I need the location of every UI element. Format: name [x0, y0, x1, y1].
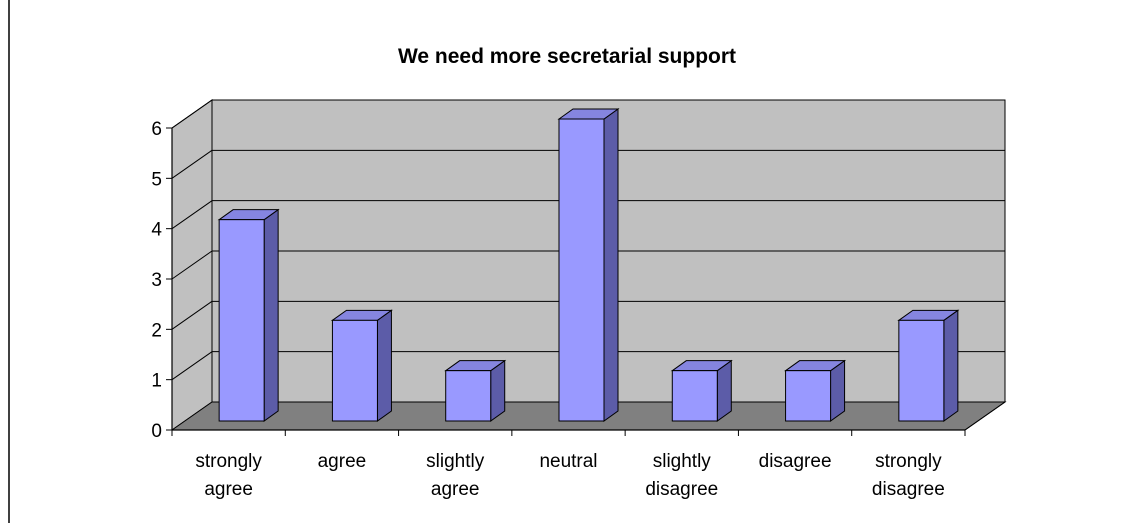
category-label-line: agree — [318, 451, 367, 472]
bar-1 — [330, 309, 393, 422]
bar-front — [898, 319, 945, 422]
bar-3 — [557, 108, 620, 422]
chart-title: We need more secretarial support — [398, 45, 736, 68]
y-tick-label: 4 — [151, 220, 162, 241]
gridline-side — [171, 250, 213, 280]
gridline-side — [171, 351, 213, 381]
bar-0 — [217, 208, 280, 422]
category-label-line: agree — [431, 479, 480, 500]
gridline-side — [171, 300, 213, 330]
category-label-line: disagree — [872, 479, 945, 500]
category-label-line: strongly — [195, 451, 262, 472]
category-label-line: disagree — [759, 451, 832, 472]
bar-5 — [784, 359, 847, 422]
y-tick-label: 6 — [151, 119, 162, 140]
bar-front — [331, 319, 378, 422]
bar-side — [943, 309, 959, 422]
bar-front — [671, 370, 718, 422]
category-label: neutral — [539, 451, 597, 472]
y-tick-label: 2 — [151, 320, 162, 341]
category-label: disagree — [759, 451, 832, 472]
category-label-line: disagree — [645, 479, 718, 500]
category-label-line: agree — [204, 479, 253, 500]
bar-front — [445, 370, 492, 422]
gridline-side — [171, 149, 213, 179]
y-tick-label: 3 — [151, 270, 162, 291]
bar-front — [558, 118, 605, 422]
category-label: slightly agree — [426, 451, 485, 500]
gridline-side — [171, 99, 213, 129]
category-label-line: neutral — [539, 451, 597, 472]
bar-front — [218, 219, 265, 422]
gridline-side — [171, 200, 213, 230]
category-label: agree — [318, 451, 367, 472]
category-label-line: slightly — [653, 451, 712, 472]
bar-side — [603, 108, 619, 422]
bar-6 — [897, 309, 960, 422]
bar-front — [785, 370, 832, 422]
bar-2 — [444, 359, 507, 422]
bar-4 — [670, 359, 733, 422]
category-label-line: strongly — [875, 451, 942, 472]
category-label: slightly disagree — [645, 451, 718, 500]
floor-edge — [964, 401, 1006, 431]
category-label-line: slightly — [426, 451, 485, 472]
bar-side — [376, 309, 392, 422]
bar-side — [263, 208, 279, 422]
category-label: strongly disagree — [872, 451, 945, 500]
y-tick-label: 5 — [151, 169, 162, 190]
y-tick-label: 0 — [151, 421, 162, 442]
category-label: strongly agree — [195, 451, 262, 500]
y-tick-label: 1 — [151, 371, 162, 392]
